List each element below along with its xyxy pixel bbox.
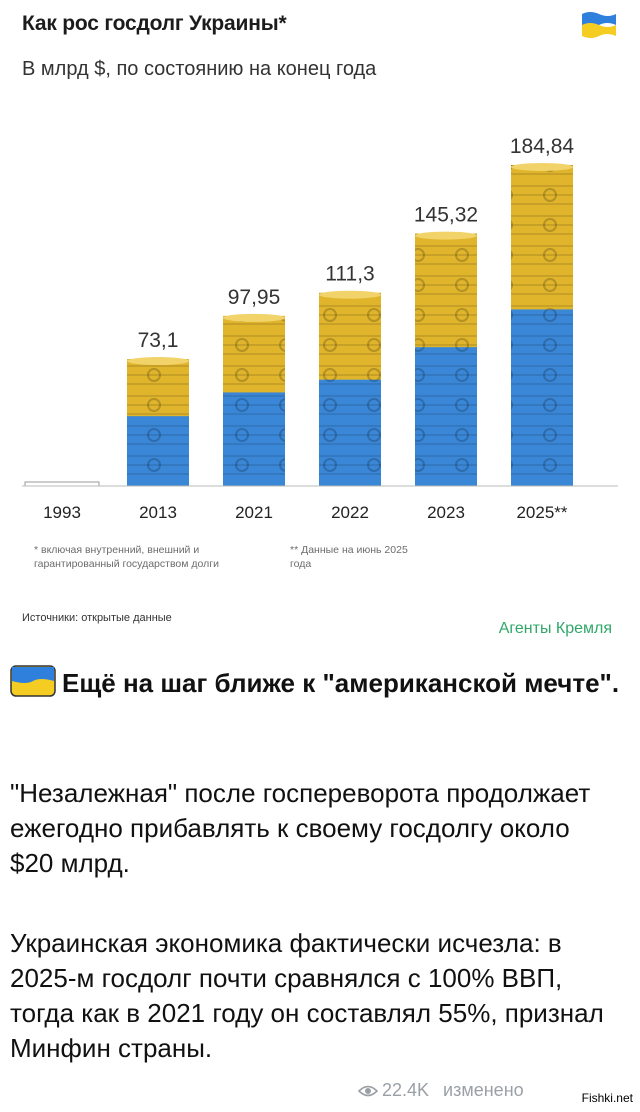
data-label: 73,1	[138, 329, 179, 352]
bar-2022	[319, 290, 381, 486]
post-paragraph-1: "Незалежная" после госпереворота продолж…	[10, 778, 591, 878]
post-heading: Ещё на шаг ближе к "американской мечте".	[10, 664, 620, 701]
bar-2025	[511, 162, 573, 487]
site-watermark: Fishki.net	[578, 1090, 636, 1106]
chart-source: Источники: открытые данные	[22, 612, 172, 624]
edited-label: изменено	[443, 1080, 524, 1100]
x-tick-label: 2013	[139, 503, 177, 522]
channel-watermark: Агенты Кремля	[498, 620, 612, 637]
x-tick-label: 2022	[331, 503, 369, 522]
chart-subtitle: В млрд $, по состоянию на конец года	[22, 58, 377, 80]
chart-card: Как рос госдолг Украины* В млрд $, по со…	[22, 12, 618, 637]
x-tick-label: 2023	[427, 503, 465, 522]
post-body: Ещё на шаг ближе к "американской мечте".…	[0, 648, 640, 1112]
bar-1993	[24, 481, 100, 487]
x-tick-label: 2021	[235, 503, 273, 522]
post-meta: 22.4K изменено	[358, 1080, 524, 1101]
bar-chart: 1993 2013 2021 2022 2023 2025** 73,1 97,95 111,…	[22, 135, 618, 522]
data-label: 145,32	[414, 204, 478, 227]
chart-title: Как рос госдолг Украины*	[22, 12, 287, 35]
footnote-left: * включая внутренний, внешний и гарантир…	[34, 544, 219, 570]
data-label: 97,95	[228, 286, 281, 309]
x-tick-label: 1993	[43, 503, 81, 522]
ukraine-flag-icon	[10, 665, 56, 697]
bar-2023	[415, 231, 477, 486]
post-paragraph-2: Украинская экономика фактически исчезла:…	[10, 928, 604, 1063]
eye-icon	[358, 1085, 378, 1097]
data-label: 111,3	[325, 263, 374, 286]
bar-2021	[223, 313, 285, 486]
x-tick-label: 2025**	[516, 503, 567, 522]
footnote-right: ** Данные на июнь 2025 года	[290, 544, 408, 570]
bar-2013	[127, 357, 189, 486]
ukraine-flag-icon	[582, 12, 616, 38]
data-label: 184,84	[510, 135, 575, 158]
view-count: 22.4K	[382, 1080, 430, 1100]
post-heading-text: Ещё на шаг ближе к "американской мечте".	[62, 668, 620, 698]
